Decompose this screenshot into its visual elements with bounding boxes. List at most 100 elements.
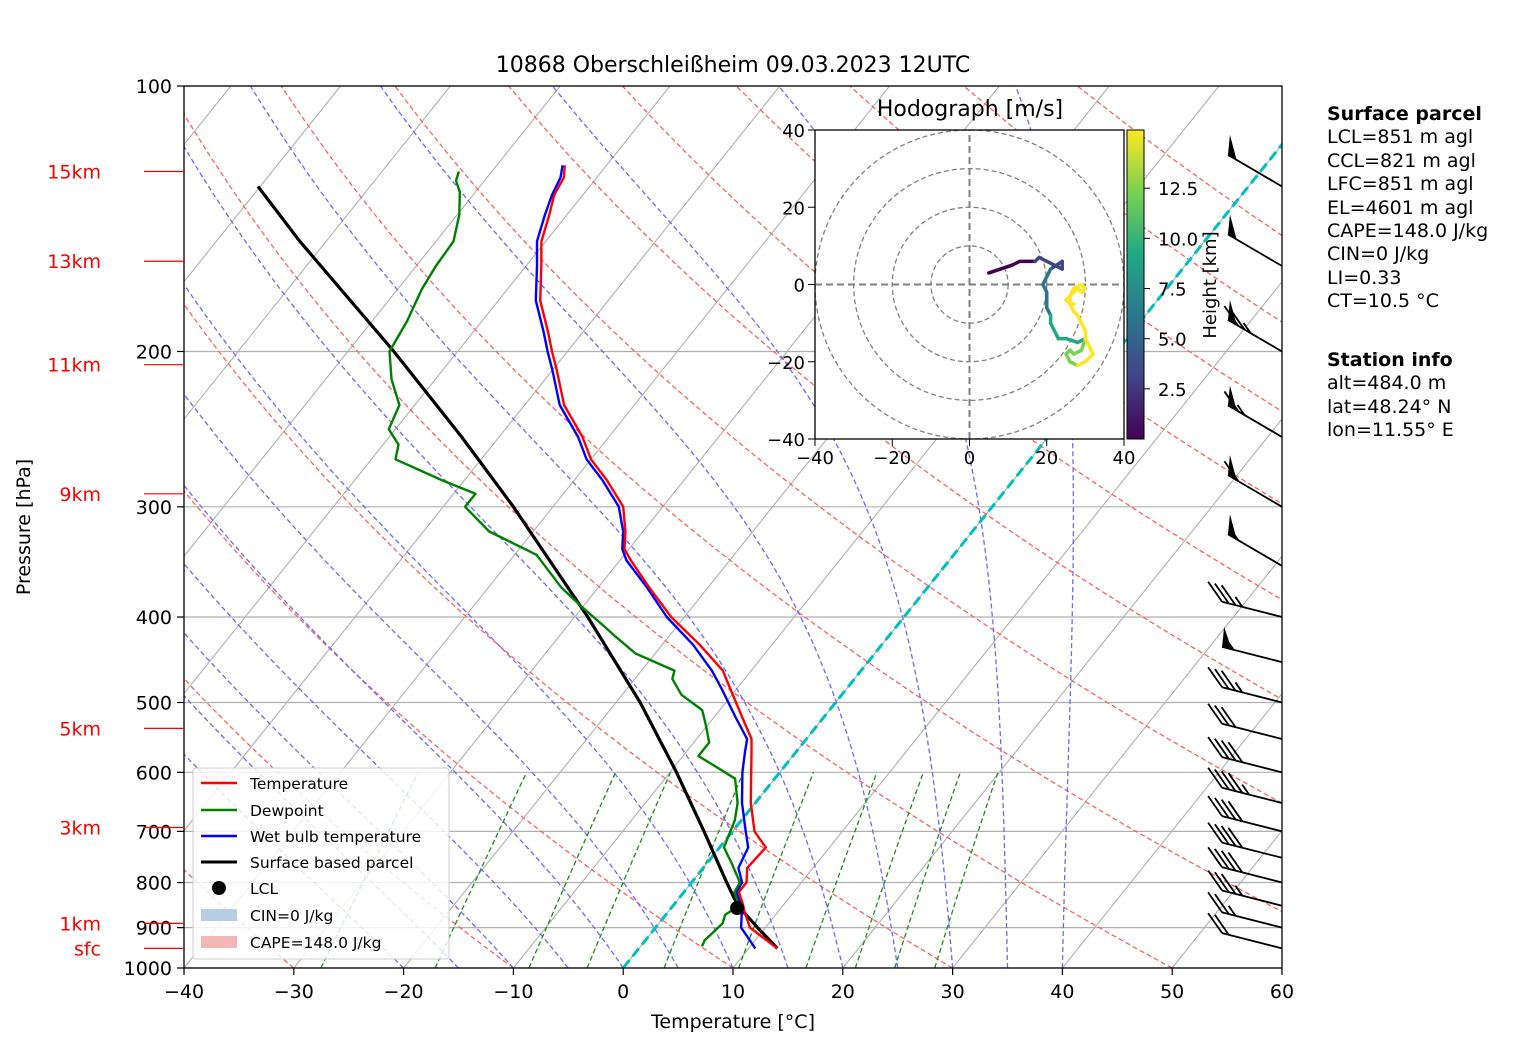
dry-adiabat xyxy=(394,86,1282,804)
barb-pennant xyxy=(1227,455,1237,481)
parcel-el: EL=4601 m agl xyxy=(1327,196,1474,219)
barb-flag xyxy=(1207,795,1223,817)
barb-half-flag xyxy=(1234,681,1244,693)
hodograph-x-tick-label: 40 xyxy=(1113,448,1136,469)
y-tick-label: 300 xyxy=(136,497,172,519)
x-tick-label: −40 xyxy=(164,981,204,1003)
barb-flag xyxy=(1207,581,1223,603)
wind-barbs xyxy=(1207,134,1283,950)
dry-adiabat xyxy=(280,86,1282,913)
isotherm-gridline xyxy=(732,280,1282,968)
barb-flag xyxy=(1229,309,1246,331)
hodograph-trace-segment xyxy=(998,263,1014,271)
station-info-panel: Station info alt=484.0 m lat=48.24° N lo… xyxy=(1327,349,1454,443)
hodograph-colorbar xyxy=(1126,129,1145,440)
hodograph-ticks: −40 −20 0 20 40 40 20 0 −20 −40 xyxy=(767,121,1135,469)
wind-barb xyxy=(1207,767,1283,804)
hodograph-y-tick-label: −20 xyxy=(767,353,805,374)
isotherm-gridline xyxy=(0,86,11,968)
barb-flag xyxy=(1223,305,1240,327)
mixing-ratio-line xyxy=(934,772,999,968)
barb-staff xyxy=(1227,404,1283,438)
barb-flag xyxy=(1220,706,1237,728)
hodograph-x-tick-label: 20 xyxy=(1035,448,1058,469)
parcel-cin: CIN=0 J/kg xyxy=(1327,243,1430,266)
isotherm-gridline xyxy=(184,86,671,695)
barb-flag xyxy=(1227,851,1244,873)
isotherm-gridline xyxy=(952,555,1282,968)
barb-flag xyxy=(1207,736,1223,758)
y-tick-label: 400 xyxy=(136,607,172,629)
barb-flag xyxy=(1207,822,1223,844)
barb-half-flag xyxy=(1227,905,1237,917)
legend: Temperature Dewpoint Wet bulb temperatur… xyxy=(192,767,450,960)
dry-adiabat xyxy=(735,86,1282,505)
colorbar-label: Height [km] xyxy=(1200,231,1221,338)
wetbulb-line xyxy=(534,165,757,950)
parcel-ct: CT=10.5 °C xyxy=(1327,290,1439,313)
hodograph-x-tick-label: −40 xyxy=(796,448,834,469)
wind-barb xyxy=(1227,514,1283,567)
y-axis-label: Pressure [hPa] xyxy=(13,459,35,595)
y-tick-label: 900 xyxy=(136,918,172,940)
wind-barb xyxy=(1221,626,1283,664)
colorbar-tick-label: 2.5 xyxy=(1158,380,1187,401)
barb-flag xyxy=(1220,799,1237,821)
legend-swatch-cape xyxy=(201,936,237,948)
barb-pennant xyxy=(1227,514,1237,540)
mixing-ratio-line xyxy=(737,772,815,968)
barb-flag xyxy=(1214,768,1230,791)
height-marker-label: 3km xyxy=(59,818,101,840)
barb-flag xyxy=(1207,912,1223,934)
wind-barb xyxy=(1223,385,1283,438)
dry-adiabat xyxy=(184,303,953,968)
y-tick-label: 100 xyxy=(136,76,172,98)
barb-flag xyxy=(1227,800,1244,822)
legend-label-cape: CAPE=148.0 J/kg xyxy=(250,934,381,952)
y-tick-label: 800 xyxy=(136,873,172,895)
moist-adiabat xyxy=(184,393,679,968)
barb-half-flag xyxy=(1234,885,1244,897)
x-tick-label: 40 xyxy=(1050,981,1074,1003)
barb-half-flag xyxy=(1230,529,1240,541)
surface-parcel-panel: Surface parcel LCL=851 m agl CCL=821 m a… xyxy=(1327,103,1488,314)
hodograph-y-tick-label: 20 xyxy=(782,198,805,219)
barb-flag xyxy=(1214,848,1230,870)
barb-half-flag xyxy=(1236,404,1246,416)
barb-flag xyxy=(1207,870,1223,892)
y-tick-label: 500 xyxy=(136,692,172,714)
height-marker-label: 13km xyxy=(47,251,101,273)
hodograph-trace-segment xyxy=(1048,259,1064,271)
colorbar-ticks: 2.5 5.0 7.5 10.0 12.5 xyxy=(1144,179,1198,401)
barb-flag xyxy=(1214,823,1230,845)
barb-staff xyxy=(1221,600,1283,618)
legend-label-cin: CIN=0 J/kg xyxy=(250,907,333,925)
y-tick-label: 1000 xyxy=(124,958,172,980)
barb-staff xyxy=(1221,722,1283,740)
parcel-li: LI=0.33 xyxy=(1327,266,1402,289)
station-alt: alt=484.0 m xyxy=(1327,372,1447,395)
isotherm-gridline xyxy=(184,86,561,558)
barb-staff xyxy=(1227,319,1283,353)
legend-label-dewpoint: Dewpoint xyxy=(250,802,324,820)
isotherm-gridline xyxy=(184,86,451,420)
barb-flag xyxy=(1223,460,1240,482)
barb-staff xyxy=(1221,815,1283,833)
height-markers: 15km 13km 11km 9km 5km 3km 1km sfc xyxy=(47,161,184,960)
legend-box xyxy=(192,767,450,960)
mixing-ratio-line xyxy=(586,772,672,968)
x-tick-label: 30 xyxy=(941,981,965,1003)
isotherm-gridline xyxy=(184,86,342,283)
barb-half-flag xyxy=(1241,784,1250,796)
isotherm-gridline xyxy=(184,86,781,832)
mixing-ratio-line xyxy=(663,772,744,968)
moist-adiabat xyxy=(184,484,624,968)
legend-swatch-cin xyxy=(201,909,237,921)
height-marker-label: 11km xyxy=(47,355,101,377)
barb-staff xyxy=(1221,932,1283,950)
hodograph-title: Hodograph [m/s] xyxy=(877,97,1063,122)
barb-flag xyxy=(1214,704,1230,727)
station-lon: lon=11.55° E xyxy=(1327,419,1454,442)
barb-staff xyxy=(1227,154,1283,188)
